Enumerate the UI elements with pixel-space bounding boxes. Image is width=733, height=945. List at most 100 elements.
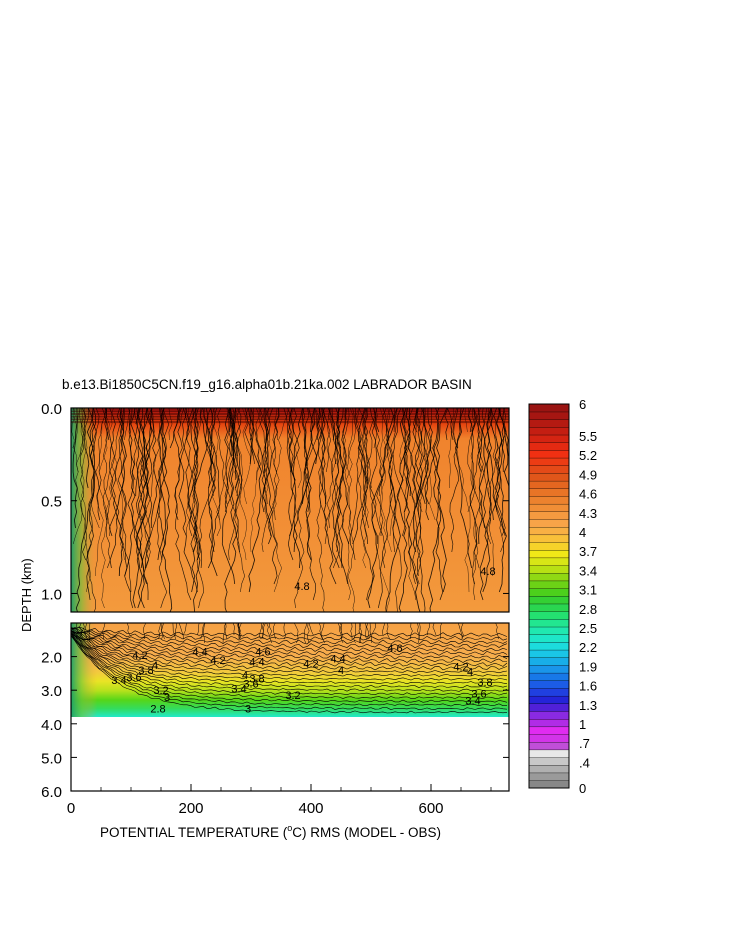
contour-line [427,623,430,636]
colorbar-swatch [528,480,570,489]
contour-line [98,408,109,609]
contour-line [467,408,474,433]
contour-line [71,632,508,685]
colorbar-swatch [528,557,570,566]
contour-line [293,408,308,553]
contour-line [467,408,476,513]
contour-line [283,408,291,473]
y-tick-label: 1.0 [41,586,62,603]
contour-line [88,623,92,644]
contour-line [200,623,205,640]
contour-line [365,623,367,640]
contour-line [71,629,508,660]
colorbar-label: 1 [579,717,586,732]
contour-line [136,408,150,497]
colorbar-label: 1.9 [579,659,597,674]
colorbar-label: .4 [579,755,590,770]
contour-line [76,408,91,593]
contour-line [340,623,343,636]
contour-label: 3.4 [111,675,126,687]
contour-line [319,408,337,585]
contour-line [301,408,318,505]
contour-line [364,408,386,569]
contour-line [169,408,183,449]
contour-label: 4 [338,665,344,677]
contour-line [230,408,240,497]
colorbar [528,403,570,789]
contour-line [203,623,206,644]
contour-line [196,408,216,609]
contour-line [249,408,255,441]
colorbar-label: 4.3 [579,506,597,521]
contour-line [473,408,488,569]
contour-line [432,623,437,636]
contour-label: 4.4 [192,647,207,659]
contour-line [301,408,310,513]
contour-line [371,623,376,644]
contour-line [71,633,508,689]
contour-line [238,623,241,640]
colorbar-swatch [528,503,570,512]
contour-line [108,408,125,561]
colorbar-label: 1.6 [579,679,597,694]
contour-line [71,631,508,681]
contour-line [199,408,218,577]
colorbar-swatch [528,603,570,612]
contour-line [322,408,331,473]
contour-line [379,408,390,496]
contour-line [417,623,420,644]
contour-line [267,623,272,636]
contour-line [272,408,281,521]
contour-line [261,408,276,553]
contour-line [71,633,508,703]
contour-line [71,627,508,656]
contour-line [424,408,436,521]
contour-line [71,627,508,652]
contour-line [331,408,345,553]
contour-label: 3.6 [471,689,486,701]
contour-line [309,408,318,433]
contour-line [449,408,460,553]
contour-line [320,623,325,640]
contour-line [404,408,421,612]
contour-label: 4.4 [249,657,264,669]
upper-panel [70,407,510,613]
y-tick-label: 2.0 [41,650,62,667]
contour-line [158,408,173,612]
contour-line [71,631,507,664]
colorbar-swatch [528,711,570,720]
contour-line [71,626,508,638]
contour-line [416,408,429,505]
contour-label: 4.2 [132,650,147,662]
contour-line [79,408,90,561]
colorbar-swatch [528,588,570,597]
contour-line [457,623,463,640]
contour-line [360,408,374,601]
contour-line [202,408,221,569]
contour-line [464,408,468,433]
contour-line [405,408,418,553]
contour-line [95,408,110,577]
contour-line [231,623,236,636]
colorbar-swatch [528,718,570,728]
contour-line [175,623,177,636]
contour-line [86,408,100,612]
lower-contour-lines [71,623,508,714]
colorbar-swatch [528,511,570,520]
contour-line [177,623,184,640]
contour-line [237,623,240,636]
contour-line [373,408,380,449]
contour-line [106,408,120,569]
contour-line [202,408,217,497]
contour-line [408,408,419,601]
contour-line [467,408,479,601]
contour-line [158,623,161,640]
contour-line [168,408,173,441]
colorbar-swatch [528,549,570,559]
contour-line [367,408,398,609]
colorbar-swatch [528,641,570,651]
colorbar-label: 4 [579,525,586,540]
colorbar-label: 2.8 [579,602,597,617]
contour-line [197,623,200,636]
contour-line [495,623,500,640]
